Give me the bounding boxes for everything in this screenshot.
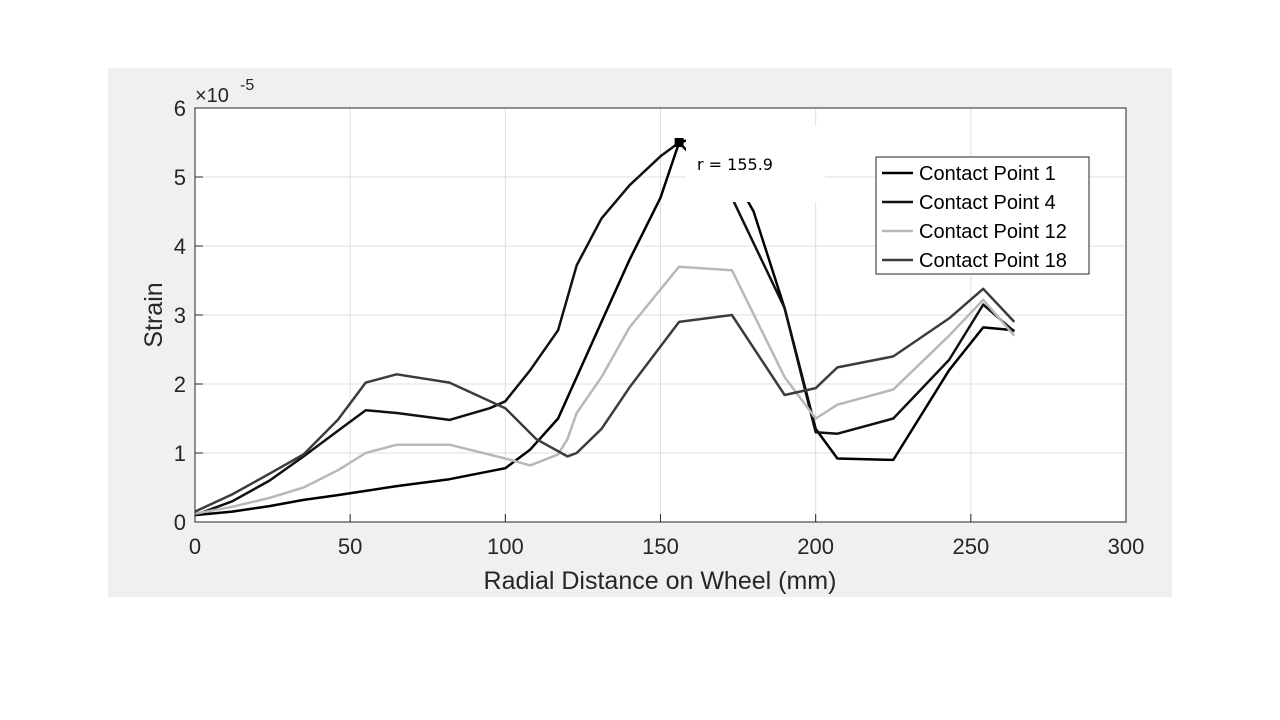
- y-tick-label: 2: [174, 372, 186, 397]
- y-tick-label: 0: [174, 510, 186, 535]
- y-tick-label: 3: [174, 303, 186, 328]
- legend-label-series-4: Contact Point 18: [919, 250, 1067, 272]
- y-tick-label: 5: [174, 165, 186, 190]
- y-exponent-power: -5: [240, 77, 254, 94]
- y-tick-label: 6: [174, 96, 186, 121]
- y-tick-label: 1: [174, 441, 186, 466]
- x-tick-label: 300: [1108, 534, 1145, 559]
- x-tick-label: 200: [797, 534, 834, 559]
- y-axis-label: Strain: [140, 282, 168, 347]
- x-axis-label: Radial Distance on Wheel (mm): [484, 567, 837, 595]
- datatip-box: [686, 126, 825, 202]
- series-lines: [194, 137, 1016, 517]
- x-tick-label: 150: [642, 534, 679, 559]
- legend-label-series-3: Contact Point 12: [919, 221, 1067, 243]
- series-line-2: [194, 141, 1016, 517]
- datatip-text: r = 155.9: [697, 155, 773, 174]
- legend-box: [875, 156, 1090, 275]
- x-tick-label: 50: [338, 534, 362, 559]
- x-tick-label: 250: [952, 534, 989, 559]
- series-line-1: [194, 137, 1015, 517]
- axis-ticks: 0 50 100 150 200 250 300 0 1 2 3 4 5 6: [174, 96, 1145, 559]
- series-line-4: [194, 287, 1016, 513]
- x-tick-label: 0: [189, 534, 201, 559]
- series-line-3: [194, 265, 1016, 515]
- y-exponent-base: ×10: [195, 85, 229, 107]
- x-tick-label: 100: [487, 534, 524, 559]
- datatip[interactable]: r = 155.9: [674, 126, 825, 202]
- legend: Contact Point 1 Contact Point 4 Contact …: [875, 156, 1090, 275]
- legend-label-series-2: Contact Point 4: [919, 192, 1056, 214]
- legend-label-series-1: Contact Point 1: [919, 163, 1056, 185]
- y-tick-label: 4: [174, 234, 186, 259]
- datatip-marker[interactable]: [674, 138, 684, 147]
